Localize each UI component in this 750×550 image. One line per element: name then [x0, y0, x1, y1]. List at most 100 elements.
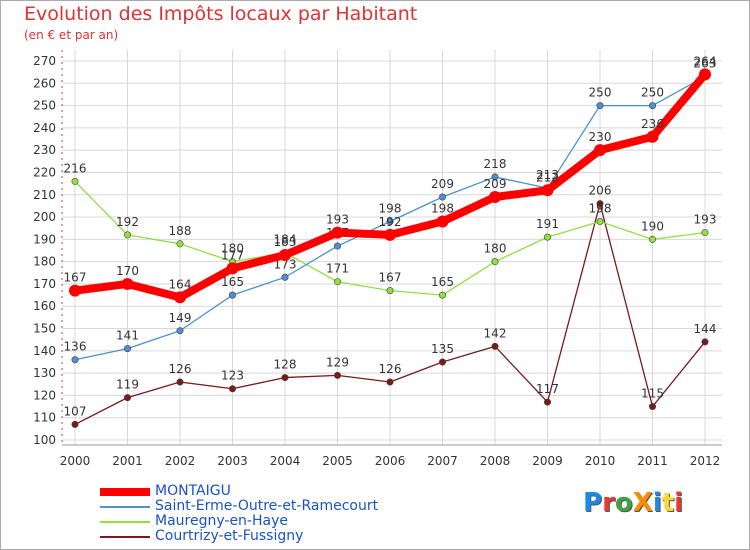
data-label: 180 — [221, 242, 244, 256]
data-label: 165 — [431, 275, 454, 289]
logo-letter: o — [614, 488, 633, 518]
data-point — [174, 291, 186, 304]
data-point — [646, 130, 659, 143]
data-label: 213 — [536, 168, 559, 182]
logo-letter: i — [674, 488, 684, 518]
data-label: 135 — [431, 342, 454, 356]
data-point — [386, 378, 394, 386]
logo-letter: X — [632, 488, 653, 518]
x-tick-label: 2011 — [637, 454, 668, 468]
data-point — [384, 228, 396, 241]
x-tick-label: 2000 — [60, 454, 91, 468]
data-label: 198 — [431, 202, 454, 216]
y-tick-label: 260 — [33, 76, 56, 90]
data-label: 141 — [116, 329, 139, 343]
data-point — [596, 218, 604, 226]
data-point — [491, 173, 499, 181]
data-point — [648, 235, 656, 243]
data-label: 198 — [379, 202, 402, 216]
data-point — [176, 240, 184, 248]
data-point — [386, 287, 394, 295]
data-point — [279, 248, 291, 261]
data-point — [543, 233, 551, 241]
data-point — [596, 102, 604, 110]
data-label: 136 — [64, 340, 87, 354]
data-point — [176, 378, 184, 386]
data-point — [701, 229, 709, 237]
data-label: 126 — [169, 362, 192, 376]
logo-letter: t — [661, 488, 675, 518]
x-tick-label: 2005 — [322, 454, 353, 468]
data-point — [543, 398, 551, 406]
data-point — [438, 193, 446, 201]
y-tick-label: 100 — [33, 433, 56, 447]
data-label: 209 — [431, 177, 454, 191]
data-label: 198 — [589, 202, 612, 216]
data-label: 193 — [694, 213, 717, 227]
data-point — [71, 420, 79, 428]
x-tick-label: 2001 — [112, 454, 143, 468]
plot-area — [62, 50, 722, 445]
data-point — [436, 215, 449, 228]
x-tick-label: 2009 — [532, 454, 563, 468]
data-label: 250 — [641, 86, 664, 100]
data-label: 250 — [589, 86, 612, 100]
x-tick-label: 2003 — [217, 454, 248, 468]
data-label: 184 — [274, 233, 297, 247]
legend-swatch — [100, 521, 150, 523]
data-label: 206 — [589, 184, 612, 198]
data-label: 192 — [379, 215, 402, 229]
data-point — [701, 338, 709, 346]
data-point — [226, 262, 239, 275]
y-tick-label: 180 — [33, 255, 56, 269]
data-label: 119 — [116, 378, 139, 392]
x-tick-label: 2010 — [585, 454, 616, 468]
data-point — [333, 371, 341, 379]
x-tick-label: 2008 — [480, 454, 511, 468]
data-label: 149 — [169, 311, 192, 325]
y-tick-label: 150 — [33, 322, 56, 336]
data-label: 209 — [484, 177, 507, 191]
data-point — [491, 342, 499, 350]
x-tick-label: 2002 — [165, 454, 196, 468]
data-label: 230 — [589, 130, 612, 144]
data-label: 164 — [169, 277, 192, 291]
data-label: 212 — [536, 170, 559, 184]
data-label: 107 — [64, 404, 87, 418]
data-point — [281, 374, 289, 382]
data-label: 129 — [326, 355, 349, 369]
data-point — [124, 231, 132, 239]
data-point — [331, 226, 344, 239]
data-point — [71, 356, 79, 364]
data-point — [596, 200, 604, 208]
y-tick-label: 130 — [33, 366, 56, 380]
data-label: 263 — [694, 57, 717, 71]
data-label: 165 — [221, 275, 244, 289]
data-point — [333, 278, 341, 286]
data-point — [69, 284, 81, 297]
data-label: 170 — [116, 264, 139, 278]
data-point — [229, 385, 237, 393]
y-tick-label: 220 — [33, 165, 56, 179]
legend-swatch — [100, 506, 150, 508]
data-label: 142 — [484, 326, 507, 340]
data-point — [648, 102, 656, 110]
y-tick-label: 200 — [33, 210, 56, 224]
x-tick-label: 2006 — [375, 454, 406, 468]
data-label: 167 — [379, 271, 402, 285]
proxiti-logo: ProXiti — [583, 488, 683, 518]
legend-label: Mauregny-en-Haye — [155, 513, 288, 529]
data-point — [438, 358, 446, 366]
legend-swatch — [100, 536, 150, 538]
data-point — [594, 144, 606, 157]
logo-letter: r — [602, 488, 615, 518]
y-tick-label: 210 — [33, 188, 56, 202]
data-point — [281, 273, 289, 281]
data-label: 218 — [484, 157, 507, 171]
data-point — [121, 277, 134, 290]
data-label: 190 — [641, 219, 664, 233]
x-tick-label: 2007 — [427, 454, 458, 468]
y-tick-label: 120 — [33, 388, 56, 402]
y-tick-label: 240 — [33, 121, 56, 135]
